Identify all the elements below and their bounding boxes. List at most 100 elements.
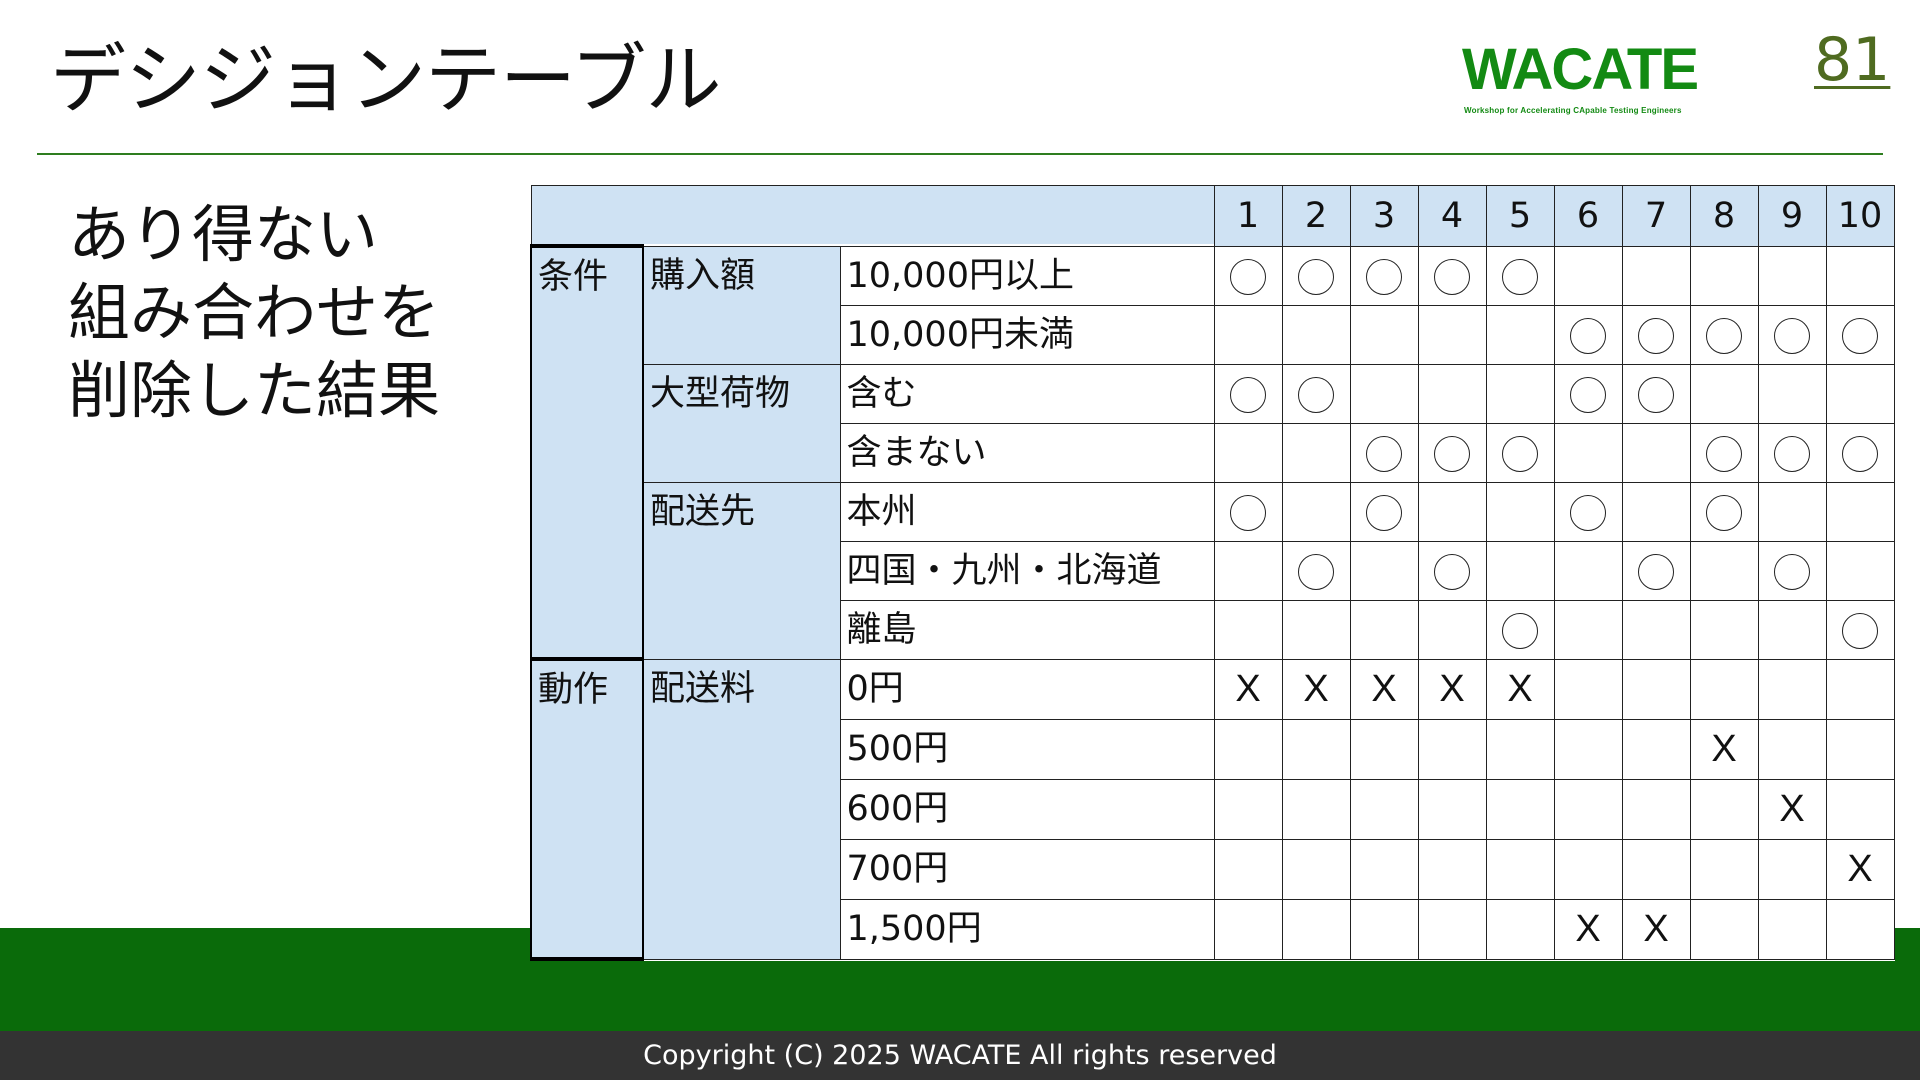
rule-cell <box>1689 778 1759 840</box>
rule-cell: X <box>1553 898 1623 960</box>
circle-mark <box>1230 376 1266 413</box>
table-row: 大型荷物 含む <box>531 363 1895 483</box>
circle-mark <box>1638 553 1674 590</box>
rule-cell <box>1757 599 1827 660</box>
rule-cell <box>1213 422 1283 483</box>
wacate-logo: WACATE Workshop for Accelerating CApable… <box>1462 40 1702 120</box>
column-header: 7 <box>1621 185 1691 247</box>
rule-cell <box>1417 838 1487 900</box>
table-row: 配送先 本州 <box>531 481 1895 660</box>
table-row: 10,000円未満 <box>531 304 1895 365</box>
column-header: 8 <box>1689 185 1759 247</box>
rule-cell <box>1621 540 1691 601</box>
header-row: 1 2 3 4 5 6 7 8 9 10 <box>530 185 1895 247</box>
rule-cell <box>1689 658 1759 720</box>
rule-cell <box>1281 718 1351 780</box>
x-mark: X <box>1303 667 1329 710</box>
row-label: 含む <box>839 363 1215 424</box>
row-label: 含まない <box>839 422 1215 483</box>
rule-cell <box>1349 718 1419 780</box>
circle-mark <box>1842 435 1878 472</box>
rule-cell <box>1621 422 1691 483</box>
rule-cell <box>1553 363 1623 424</box>
copyright-text: Copyright (C) 2025 WACATE All rights res… <box>643 1040 1277 1071</box>
rule-cell <box>1621 481 1691 542</box>
circle-mark <box>1774 317 1810 354</box>
table-row: 動作 配送料 0円 X X X X X <box>530 657 1895 961</box>
subgroup-label: 購入額 <box>642 245 841 365</box>
column-header: 2 <box>1281 185 1351 247</box>
circle-mark <box>1842 612 1878 649</box>
rule-cell <box>1757 658 1827 720</box>
rule-cell <box>1553 481 1623 542</box>
side-caption-line: 組み合わせを <box>68 276 441 349</box>
rule-cell <box>1281 838 1351 900</box>
rule-cell <box>1213 363 1283 424</box>
circle-mark <box>1706 317 1742 354</box>
rule-cell <box>1825 898 1895 960</box>
column-header: 3 <box>1349 185 1419 247</box>
rule-cell <box>1213 540 1283 601</box>
rule-cell <box>1825 718 1895 780</box>
rule-cell <box>1349 245 1419 306</box>
row-label: 600円 <box>839 778 1215 840</box>
rule-cell <box>1485 481 1555 542</box>
circle-mark <box>1502 435 1538 472</box>
circle-mark <box>1366 435 1402 472</box>
x-mark: X <box>1235 667 1261 710</box>
rule-cell <box>1417 304 1487 365</box>
rule-cell <box>1825 304 1895 365</box>
rule-cell <box>1485 838 1555 900</box>
rule-cell <box>1417 778 1487 840</box>
rule-cell <box>1281 540 1351 601</box>
subgroup-label: 配送先 <box>642 481 841 660</box>
rule-cell: X <box>1689 718 1759 780</box>
rule-cell <box>1689 363 1759 424</box>
rule-cell <box>1553 658 1623 720</box>
rule-cell <box>1485 778 1555 840</box>
rule-cell <box>1485 599 1555 660</box>
x-mark: X <box>1711 727 1737 770</box>
rule-cell <box>1417 718 1487 780</box>
rule-cell <box>1553 540 1623 601</box>
rule-cell <box>1621 778 1691 840</box>
rule-cell <box>1757 540 1827 601</box>
rule-cell <box>1281 481 1351 542</box>
rule-cell <box>1281 898 1351 960</box>
rule-cell <box>1213 898 1283 960</box>
circle-mark <box>1706 494 1742 531</box>
rule-cell <box>1553 304 1623 365</box>
row-label: 10,000円以上 <box>839 245 1215 306</box>
rule-cell <box>1825 422 1895 483</box>
logo-subtext: Workshop for Accelerating CApable Testin… <box>1464 106 1682 115</box>
rule-cell <box>1825 540 1895 601</box>
circle-mark <box>1502 258 1538 295</box>
circle-mark <box>1434 553 1470 590</box>
circle-mark <box>1298 553 1334 590</box>
rule-cell <box>1553 422 1623 483</box>
rule-cell <box>1621 658 1691 720</box>
rule-cell <box>1417 898 1487 960</box>
row-label: 1,500円 <box>839 898 1215 960</box>
rule-cell <box>1213 304 1283 365</box>
rule-cell <box>1417 422 1487 483</box>
circle-mark <box>1638 376 1674 413</box>
column-header: 10 <box>1825 185 1895 247</box>
table-row: 含まない <box>531 422 1895 483</box>
rule-cell <box>1417 363 1487 424</box>
rule-cell <box>1621 718 1691 780</box>
rule-cell <box>1213 599 1283 660</box>
row-label: 本州 <box>839 481 1215 542</box>
rule-cell <box>1349 838 1419 900</box>
circle-mark <box>1434 435 1470 472</box>
group-label: 条件 <box>530 244 644 661</box>
rule-cell: X <box>1417 658 1487 720</box>
circle-mark <box>1298 258 1334 295</box>
rule-cell <box>1349 304 1419 365</box>
circle-mark <box>1774 553 1810 590</box>
circle-mark <box>1298 376 1334 413</box>
table-row: 600円 X <box>531 778 1895 840</box>
rule-cell <box>1553 838 1623 900</box>
title-divider <box>37 153 1883 155</box>
row-label: 離島 <box>839 599 1215 660</box>
